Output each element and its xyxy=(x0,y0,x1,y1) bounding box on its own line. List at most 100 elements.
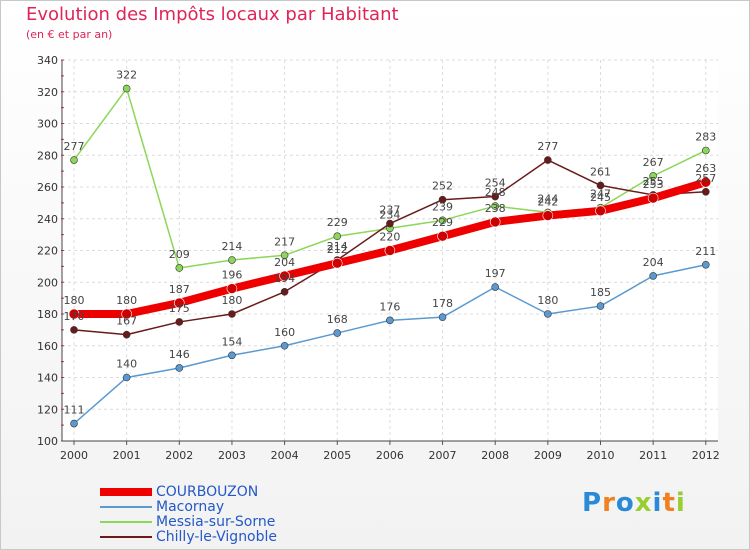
data-point xyxy=(647,192,659,204)
data-label: 178 xyxy=(432,297,453,310)
legend-item: Chilly-le-Vignoble xyxy=(100,529,360,545)
data-label: 211 xyxy=(695,245,716,258)
data-label: 239 xyxy=(432,200,453,213)
data-label: 180 xyxy=(221,294,242,307)
data-point xyxy=(649,272,657,280)
x-tick-label: 2011 xyxy=(639,449,667,462)
data-label: 111 xyxy=(64,404,85,417)
data-point xyxy=(544,156,552,164)
data-point xyxy=(596,181,605,190)
data-point xyxy=(122,373,131,382)
data-label: 170 xyxy=(64,310,85,323)
data-label: 180 xyxy=(116,294,137,307)
data-point xyxy=(386,219,394,228)
logo-letter: o xyxy=(615,488,635,518)
x-tick-label: 2007 xyxy=(429,449,457,462)
data-point xyxy=(596,302,605,310)
data-label: 229 xyxy=(432,216,453,229)
data-label: 283 xyxy=(695,130,716,143)
y-tick-label: 100 xyxy=(37,435,58,448)
logo-letter: i xyxy=(652,488,663,518)
data-label: 209 xyxy=(169,248,190,261)
legend-swatch xyxy=(100,506,152,508)
data-label: 267 xyxy=(643,156,664,169)
y-tick-label: 280 xyxy=(37,149,58,162)
data-point xyxy=(438,313,447,321)
data-point xyxy=(228,351,236,360)
y-tick-label: 200 xyxy=(37,276,58,289)
data-point xyxy=(228,256,236,264)
data-point xyxy=(68,308,80,320)
data-point xyxy=(228,310,236,318)
data-label: 261 xyxy=(590,165,611,178)
data-point xyxy=(437,230,448,242)
legend-item: COURBOUZON xyxy=(100,484,360,500)
x-tick-label: 2008 xyxy=(481,449,509,462)
data-point xyxy=(175,264,184,272)
y-tick-label: 240 xyxy=(37,213,58,226)
data-label: 263 xyxy=(695,162,716,175)
x-tick-label: 2003 xyxy=(218,449,246,462)
data-label: 160 xyxy=(274,326,295,339)
data-point xyxy=(122,84,131,93)
data-point xyxy=(595,205,606,217)
legend-swatch xyxy=(100,536,152,538)
data-label: 214 xyxy=(221,240,242,253)
data-label: 242 xyxy=(537,196,558,209)
logo-letter: x xyxy=(634,488,653,518)
data-label: 238 xyxy=(485,202,506,215)
chart-plot: 100 120 140 160 180 200 220 240 260 280 300 320 340 2… xyxy=(37,54,720,462)
x-tick-label: 2005 xyxy=(323,449,351,462)
data-label: 204 xyxy=(274,256,295,269)
data-label: 154 xyxy=(221,335,242,348)
data-label: 254 xyxy=(485,177,506,190)
data-label: 277 xyxy=(537,140,558,153)
data-point xyxy=(280,287,289,296)
legend-label: Macornay xyxy=(156,499,225,515)
data-label: 277 xyxy=(64,140,85,153)
y-tick-label: 340 xyxy=(37,54,58,67)
data-point xyxy=(386,316,394,325)
data-point xyxy=(384,245,396,256)
legend: COURBOUZON Macornay Messia-sur-Sorne Chilly… xyxy=(100,484,360,545)
data-label: 234 xyxy=(379,208,400,221)
data-label: 180 xyxy=(64,294,85,307)
data-label: 187 xyxy=(169,283,190,296)
data-label: 146 xyxy=(169,348,190,361)
x-tick-label: 2002 xyxy=(165,449,193,462)
data-point xyxy=(438,195,447,204)
data-label: 245 xyxy=(590,191,611,204)
data-label: 220 xyxy=(379,231,400,244)
y-tick-label: 320 xyxy=(37,86,58,99)
data-label: 322 xyxy=(116,69,137,82)
legend-item: Macornay xyxy=(100,499,360,515)
data-label: 247 xyxy=(590,188,611,201)
data-label: 196 xyxy=(221,269,242,282)
data-point xyxy=(280,341,289,350)
data-label: 175 xyxy=(169,302,190,315)
data-label: 176 xyxy=(379,300,400,313)
data-point xyxy=(70,419,78,428)
data-point xyxy=(701,260,710,269)
data-point xyxy=(333,329,342,337)
data-label: 253 xyxy=(643,178,664,191)
data-label: 194 xyxy=(274,272,295,285)
data-point xyxy=(438,216,447,225)
data-label: 217 xyxy=(274,235,295,248)
data-point xyxy=(279,270,290,282)
proxiti-logo: Proxiti xyxy=(582,488,686,518)
data-label: 255 xyxy=(643,175,664,188)
x-tick-label: 2000 xyxy=(60,449,88,462)
x-tick-label: 2001 xyxy=(113,449,141,462)
x-tick-label: 2009 xyxy=(534,449,562,462)
x-tick-label: 2004 xyxy=(271,449,299,462)
data-point xyxy=(70,326,78,334)
legend-swatch xyxy=(100,488,152,496)
logo-letter: r xyxy=(602,488,616,518)
data-label: 180 xyxy=(537,294,558,307)
logo-letter: i xyxy=(675,488,686,518)
y-tick-label: 180 xyxy=(37,308,58,321)
data-point xyxy=(701,187,710,196)
data-label: 212 xyxy=(327,243,348,256)
legend-swatch xyxy=(100,521,152,523)
